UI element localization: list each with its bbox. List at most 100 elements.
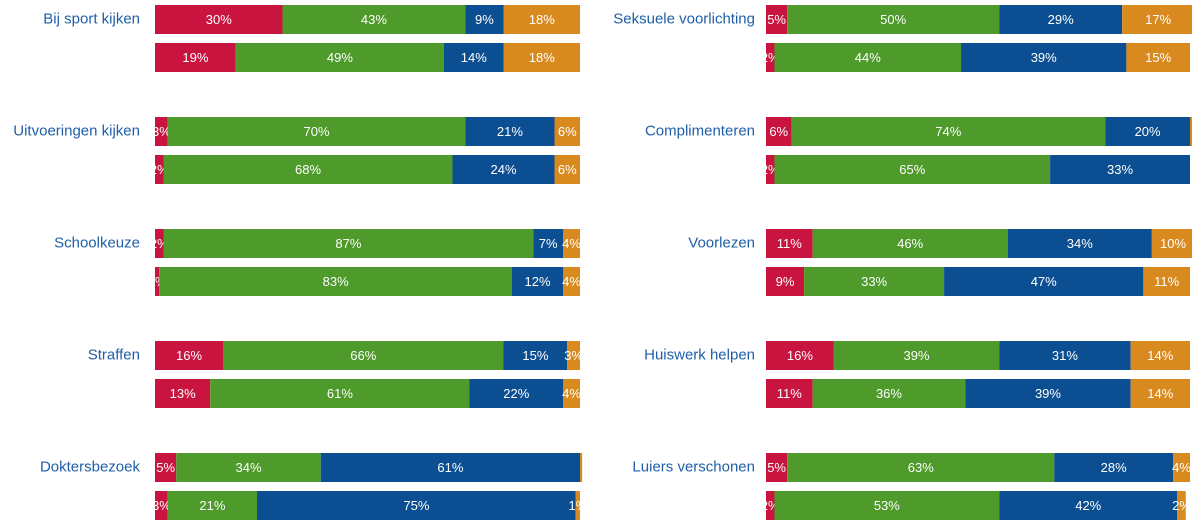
value-label: 4% bbox=[562, 386, 581, 401]
bar-segment bbox=[163, 155, 453, 184]
value-label: 3% bbox=[152, 498, 171, 513]
bar-segment bbox=[812, 379, 966, 408]
bar-segment bbox=[1151, 229, 1192, 258]
value-label: 7% bbox=[539, 236, 558, 251]
value-label: 34% bbox=[235, 460, 261, 475]
value-label: 18% bbox=[529, 50, 555, 65]
bar-segment bbox=[155, 453, 177, 482]
category-label: Uitvoeringen kijken bbox=[13, 122, 140, 139]
bar-segment bbox=[210, 379, 470, 408]
value-label: 75% bbox=[403, 498, 429, 513]
category-label: Complimenteren bbox=[645, 122, 755, 139]
bar-segment bbox=[787, 5, 1000, 34]
value-label: 2% bbox=[1172, 498, 1191, 513]
bar-segment bbox=[1007, 229, 1152, 258]
value-label: 63% bbox=[908, 460, 934, 475]
value-label: 30% bbox=[206, 12, 232, 27]
bar-segment bbox=[155, 379, 211, 408]
bar-segment bbox=[965, 379, 1131, 408]
value-label: 39% bbox=[904, 348, 930, 363]
bar-segment bbox=[1050, 155, 1190, 184]
value-label: 11% bbox=[777, 386, 802, 401]
bar-segment bbox=[503, 43, 580, 72]
value-label: 5% bbox=[767, 12, 786, 27]
value-label: 14% bbox=[461, 50, 487, 65]
bar-segment bbox=[320, 453, 580, 482]
bar-segment bbox=[774, 491, 1000, 520]
bar-segment bbox=[163, 229, 534, 258]
bar-segment bbox=[1105, 117, 1190, 146]
value-label: 18% bbox=[529, 12, 555, 27]
value-label: 4% bbox=[562, 274, 581, 289]
bar-segment bbox=[1130, 341, 1190, 370]
panel: Bij sport kijken 30% 43% 9% 18% 19% 49% 14% 18% U… bbox=[13, 5, 588, 520]
category-label: Bij sport kijken bbox=[43, 10, 140, 27]
value-label: 16% bbox=[176, 348, 202, 363]
value-label: 36% bbox=[876, 386, 902, 401]
value-label: 42% bbox=[1075, 498, 1101, 513]
bar-segment bbox=[503, 5, 580, 34]
bar-segment bbox=[999, 491, 1178, 520]
bar-segment bbox=[155, 267, 160, 296]
value-label: 31% bbox=[1052, 348, 1078, 363]
bar-segment bbox=[833, 341, 1000, 370]
value-label: 5% bbox=[156, 460, 175, 475]
bar-segment bbox=[167, 117, 466, 146]
bar-segment bbox=[766, 43, 775, 72]
bar-segment bbox=[155, 341, 223, 370]
bar-segment bbox=[791, 117, 1106, 146]
bar-segment bbox=[257, 491, 576, 520]
value-label: 34% bbox=[1067, 236, 1093, 251]
bar-segment bbox=[1143, 267, 1190, 296]
category-label: Luiers verschonen bbox=[632, 458, 755, 475]
bar-segment bbox=[155, 155, 164, 184]
bar-segment bbox=[1054, 453, 1174, 482]
value-label: 5% bbox=[767, 460, 786, 475]
bar-segment bbox=[766, 267, 805, 296]
bar-segment bbox=[1177, 491, 1186, 520]
value-label: 49% bbox=[327, 50, 353, 65]
value-label: 20% bbox=[1135, 124, 1161, 139]
value-label: 9% bbox=[475, 12, 494, 27]
value-label: 33% bbox=[861, 274, 887, 289]
bar-segment bbox=[1126, 43, 1190, 72]
bar-segment bbox=[563, 379, 580, 408]
bar-segment bbox=[774, 155, 1051, 184]
value-label: 4% bbox=[562, 236, 581, 251]
bar-segment bbox=[465, 117, 555, 146]
value-label: 9% bbox=[776, 274, 795, 289]
value-label: 3% bbox=[564, 348, 583, 363]
value-label: 1% bbox=[568, 498, 587, 513]
value-label: 12% bbox=[524, 274, 550, 289]
bar-segment bbox=[787, 453, 1055, 482]
bar-segment bbox=[575, 491, 580, 520]
value-label: 15% bbox=[1145, 50, 1171, 65]
value-label: 74% bbox=[935, 124, 961, 139]
value-label: 6% bbox=[558, 124, 577, 139]
bar-segment bbox=[1122, 5, 1192, 34]
bar-segment bbox=[774, 43, 962, 72]
bar-segment bbox=[766, 229, 813, 258]
category-label: Voorlezen bbox=[688, 234, 755, 251]
bar-segment bbox=[155, 43, 236, 72]
value-label: 29% bbox=[1048, 12, 1074, 27]
value-label: 19% bbox=[182, 50, 208, 65]
value-label: 6% bbox=[558, 162, 577, 177]
panel: Seksuele voorlichting 5% 50% 29% 17% 2% 44% 39%… bbox=[613, 5, 1192, 520]
value-label: 6% bbox=[769, 124, 788, 139]
bar-segment bbox=[1190, 117, 1192, 146]
bar-segment bbox=[159, 267, 512, 296]
bar-segment bbox=[563, 267, 580, 296]
bar-segment bbox=[1130, 379, 1190, 408]
value-label: 4% bbox=[1172, 460, 1191, 475]
bar-segment bbox=[766, 117, 792, 146]
value-label: 39% bbox=[1031, 50, 1057, 65]
bar-segment bbox=[176, 453, 321, 482]
bar-segment bbox=[999, 341, 1131, 370]
bar-segment bbox=[223, 341, 504, 370]
value-label: 65% bbox=[899, 162, 925, 177]
category-label: Straffen bbox=[88, 346, 140, 363]
category-label: Seksuele voorlichting bbox=[613, 10, 755, 27]
bar-segment bbox=[766, 379, 813, 408]
bar-segment bbox=[961, 43, 1127, 72]
